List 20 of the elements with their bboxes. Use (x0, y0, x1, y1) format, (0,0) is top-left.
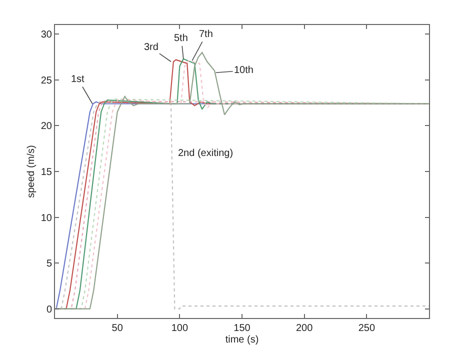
y-tick-label: 30 (40, 30, 52, 41)
y-tick-label: 0 (46, 304, 52, 316)
annotation: 1st (71, 74, 85, 85)
annotation: 7th (199, 29, 213, 40)
x-axis-title: time (s) (225, 334, 259, 346)
annotation: 3rd (144, 42, 158, 53)
annotation: 10th (234, 65, 254, 76)
x-tick-label: 250 (358, 323, 376, 334)
x-tick-label: 150 (234, 323, 251, 334)
y-tick-label: 5 (46, 258, 52, 270)
y-axis-title: speed (m/s) (26, 145, 37, 198)
x-tick-label: 100 (171, 323, 188, 334)
y-tick-label: 15 (40, 167, 52, 178)
annotation: 5th (174, 33, 188, 44)
x-tick-label: 200 (296, 323, 314, 334)
annotation: 2nd (exiting) (178, 148, 234, 159)
y-tick-label: 20 (40, 121, 52, 132)
x-tick-label: 50 (112, 323, 124, 334)
y-tick-label: 10 (40, 212, 52, 224)
y-tick-label: 25 (40, 75, 52, 86)
